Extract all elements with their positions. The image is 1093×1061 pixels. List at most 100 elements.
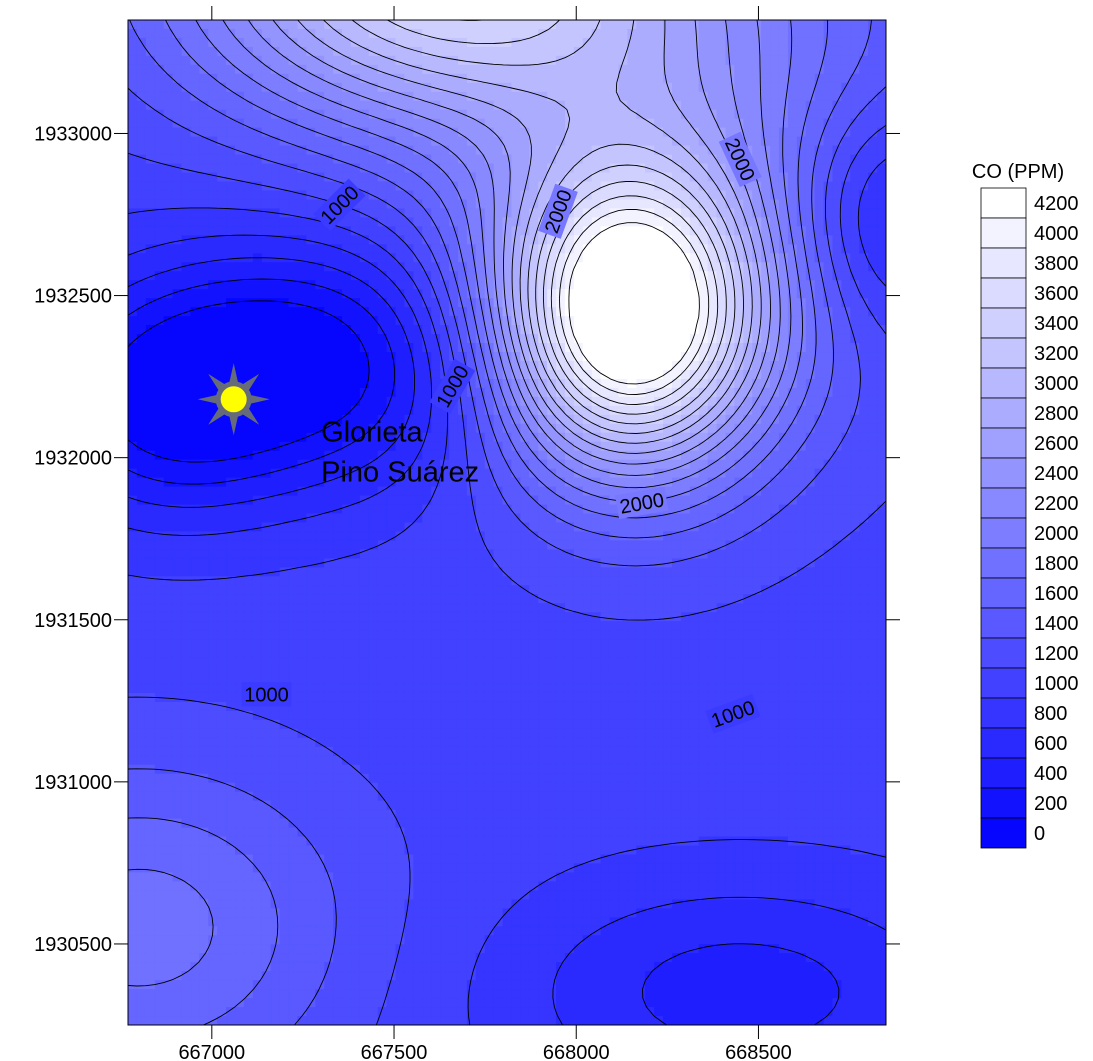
contour-fill-cell <box>457 441 468 452</box>
contour-fill-cell <box>484 118 495 129</box>
contour-fill-cell <box>261 450 272 461</box>
contour-fill-cell <box>600 459 611 470</box>
contour-fill-cell <box>413 55 423 66</box>
contour-fill-cell <box>261 459 272 470</box>
contour-fill-cell <box>680 91 691 102</box>
contour-fill-cell <box>288 513 299 524</box>
contour-fill-cell <box>520 190 530 201</box>
contour-fill-cell <box>181 468 192 479</box>
contour-fill-cell <box>395 352 406 362</box>
contour-fill-cell <box>252 504 263 515</box>
contour-fill-cell <box>181 531 192 542</box>
contour-fill-cell <box>796 468 807 479</box>
contour-fill-cell <box>868 118 878 129</box>
contour-fill-cell <box>832 127 843 138</box>
contour-fill-cell <box>163 46 174 57</box>
contour-fill-cell <box>538 262 548 272</box>
contour-fill-cell <box>573 468 584 479</box>
contour-fill-cell <box>823 459 834 470</box>
contour-fill-cell <box>654 109 664 120</box>
contour-fill-cell <box>457 127 468 138</box>
contour-fill-cell <box>805 109 816 120</box>
contour-fill-cell <box>457 37 468 48</box>
contour-fill-cell <box>261 145 272 156</box>
contour-fill-cell <box>627 280 637 290</box>
contour-fill-cell <box>172 441 183 452</box>
contour-fill-cell <box>814 316 825 326</box>
contour-fill-cell <box>350 91 361 102</box>
contour-fill-cell <box>466 325 477 335</box>
contour-fill-cell <box>671 73 682 84</box>
contour-fill-cell <box>850 100 860 111</box>
contour-fill-cell <box>235 163 245 174</box>
contour-fill-cell <box>591 46 602 57</box>
contour-fill-cell <box>422 495 432 506</box>
contour-fill-cell <box>128 387 138 398</box>
contour-fill-cell <box>431 531 441 542</box>
contour-fill-cell <box>235 369 245 380</box>
contour-fill-cell <box>493 495 504 506</box>
contour-fill-cell <box>181 199 192 210</box>
contour-fill-cell <box>342 468 352 479</box>
contour-fill-cell <box>707 253 718 263</box>
contour-fill-cell <box>252 423 263 434</box>
contour-fill-cell <box>181 486 192 497</box>
contour-fill-cell <box>163 495 174 506</box>
contour-fill-cell <box>823 325 834 335</box>
contour-fill-cell <box>136 271 147 281</box>
contour-fill-cell <box>261 55 272 66</box>
contour-fill-cell <box>342 235 352 245</box>
contour-fill-cell <box>181 181 192 192</box>
contour-fill-cell <box>823 20 834 30</box>
contour-fill-cell <box>128 172 138 183</box>
contour-fill-cell <box>440 334 450 344</box>
contour-fill-cell <box>226 531 236 542</box>
contour-fill-cell <box>787 504 798 515</box>
contour-fill-cell <box>502 450 513 461</box>
contour-fill-cell <box>591 504 602 515</box>
contour-fill-cell <box>217 352 227 362</box>
contour-fill-cell <box>306 495 316 506</box>
contour-fill-cell <box>573 477 584 488</box>
contour-fill-cell <box>511 55 521 66</box>
contour-fill-cell <box>386 414 397 425</box>
contour-fill-cell <box>627 262 637 272</box>
contour-fill-cell <box>859 91 869 102</box>
contour-fill-cell <box>261 37 272 48</box>
contour-fill-cell <box>618 100 628 111</box>
contour-fill-cell <box>823 486 834 497</box>
contour-fill-cell <box>342 387 352 398</box>
contour-fill-cell <box>422 244 432 254</box>
contour-fill-cell <box>190 235 200 245</box>
contour-fill-cell <box>350 244 361 254</box>
contour-fill-cell <box>449 172 459 183</box>
contour-fill-cell <box>226 504 236 515</box>
contour-fill-cell <box>128 378 138 389</box>
contour-fill-cell <box>413 64 423 75</box>
contour-fill-cell <box>814 459 825 470</box>
contour-fill-cell <box>306 244 316 254</box>
contour-fill-cell <box>582 262 593 272</box>
contour-fill-cell <box>172 477 183 488</box>
contour-fill-cell <box>172 253 183 263</box>
contour-fill-cell <box>877 459 886 470</box>
contour-fill-cell <box>190 37 200 48</box>
contour-fill-cell <box>306 253 316 263</box>
contour-fill-cell <box>823 127 834 138</box>
contour-fill-cell <box>805 504 816 515</box>
contour-fill-cell <box>850 352 860 362</box>
contour-fill-cell <box>449 262 459 272</box>
contour-fill-cell <box>457 468 468 479</box>
contour-fill-cell <box>680 369 691 380</box>
contour-fill-cell <box>324 55 334 66</box>
contour-fill-cell <box>190 468 200 479</box>
contour-fill-cell <box>386 46 397 57</box>
contour-fill-cell <box>707 100 718 111</box>
contour-fill-cell <box>440 244 450 254</box>
contour-fill-cell <box>270 91 281 102</box>
contour-fill-cell <box>752 253 762 263</box>
contour-fill-cell <box>796 82 807 93</box>
contour-fill-cell <box>252 226 263 236</box>
contour-fill-cell <box>832 334 843 344</box>
